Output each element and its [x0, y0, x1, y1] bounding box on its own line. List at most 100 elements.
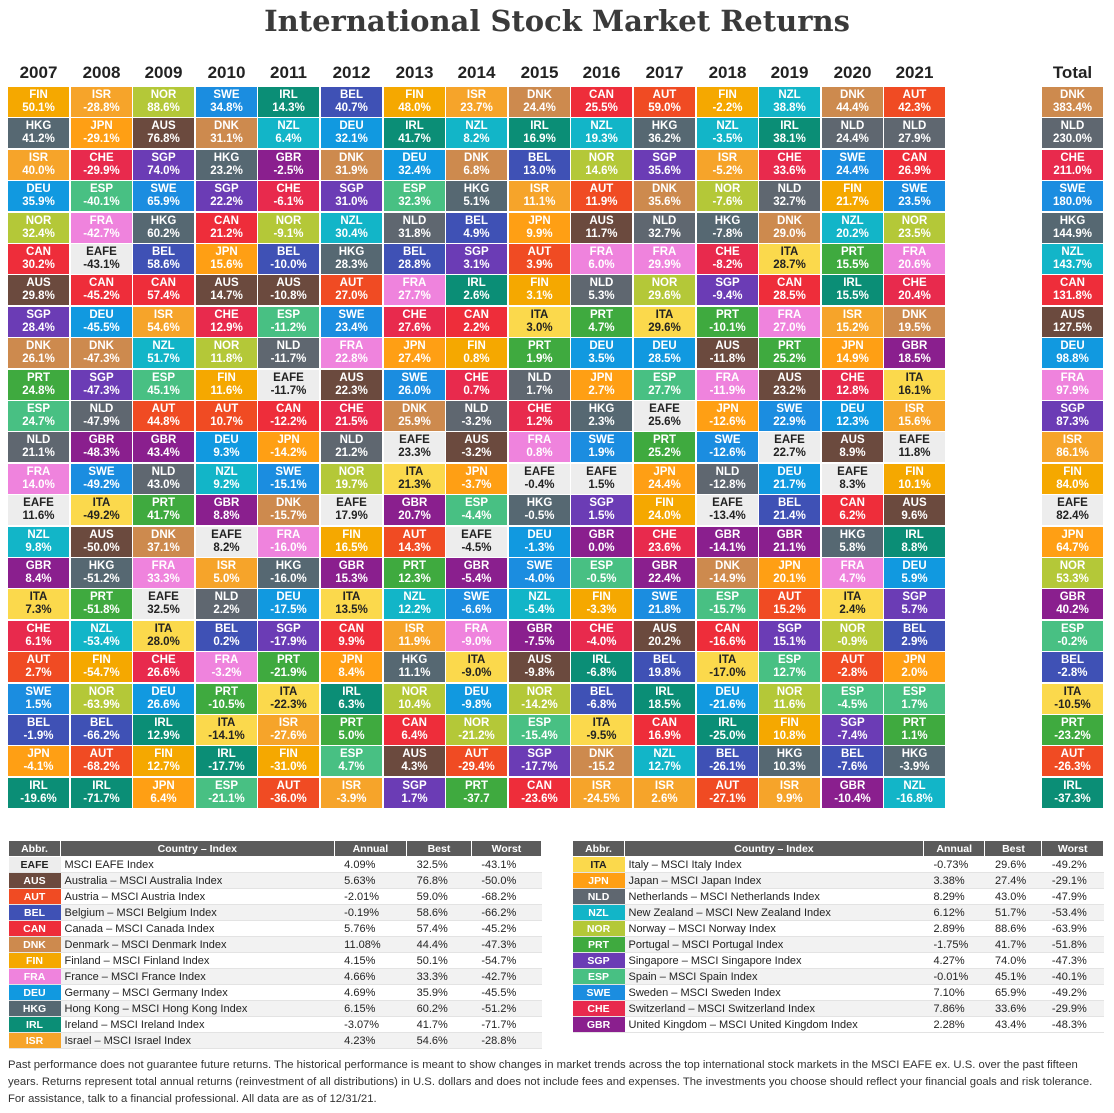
cell-value: 8.9%: [839, 447, 866, 459]
cell-abbr: NOR: [526, 686, 553, 698]
cell-abbr: SGP: [1060, 403, 1085, 415]
cell-abbr: GBR: [588, 529, 615, 541]
cell-2008-dnk: DNK -47.3%: [71, 338, 132, 368]
column-label-2013: 2013: [395, 63, 434, 82]
cell-2015-aus: AUS -9.8%: [509, 652, 570, 682]
cell-value: 22.4%: [648, 573, 681, 585]
cell-value: 5.1%: [463, 196, 490, 208]
cell-abbr: CHE: [151, 654, 176, 666]
cell-value: 6.3%: [338, 699, 365, 711]
cell-2017-nld: NLD 32.7%: [634, 213, 695, 243]
cell-value: 4.3%: [401, 761, 428, 773]
legend-worst: -45.2%: [471, 920, 542, 937]
column-label-2015: 2015: [520, 63, 559, 82]
cell-2012-isr: ISR -3.9%: [321, 778, 382, 808]
cell-2021-can: CAN 26.9%: [884, 150, 945, 180]
cell-abbr: CAN: [339, 623, 364, 635]
legend-header-annual: Annual: [333, 840, 408, 857]
cell-value: 19.7%: [335, 479, 368, 491]
column-label-2009: 2009: [144, 63, 183, 82]
cell-abbr: EAFE: [86, 246, 117, 258]
cell-value: 31.0%: [335, 196, 368, 208]
cell-2008-aut: AUT -68.2%: [71, 746, 132, 776]
cell-value: 10.3%: [773, 761, 806, 773]
cell-2010-irl: IRL -17.7%: [196, 746, 257, 776]
cell-2009-che: CHE 26.6%: [133, 652, 194, 682]
cell-value: 27.4%: [398, 353, 431, 365]
cell-2011-deu: DEU -17.5%: [258, 589, 319, 619]
cell-value: 32.3%: [398, 196, 431, 208]
cell-abbr: HKG: [651, 120, 678, 132]
cell-value: -4.5%: [837, 699, 868, 711]
cell-abbr: EAFE: [524, 466, 555, 478]
legend-worst: -45.5%: [471, 984, 542, 1001]
cell-value: 9.3%: [213, 447, 240, 459]
cell-2015-irl: IRL 16.9%: [509, 118, 570, 148]
cell-2021-che: CHE 20.4%: [884, 275, 945, 305]
cell-2014-dnk: DNK 6.8%: [446, 150, 507, 180]
cell-abbr: ESP: [527, 717, 551, 729]
cell-2014-swe: SWE -6.6%: [446, 589, 507, 619]
cell-value: -15.1%: [270, 479, 307, 491]
cell-value: -3.2%: [461, 447, 492, 459]
cell-value: -17.9%: [270, 636, 307, 648]
cell-abbr: DNK: [840, 89, 865, 101]
legend-annual: -3.07%: [334, 1016, 407, 1033]
cell-abbr: ITA: [843, 591, 862, 603]
cell-value: -0.2%: [1057, 636, 1088, 648]
cell-abbr: BEL: [653, 654, 676, 666]
legend-worst: -48.3%: [1041, 1016, 1104, 1033]
legend-annual: -1.75%: [923, 936, 985, 953]
cell-abbr: NZL: [277, 120, 300, 132]
legend-best: 88.6%: [984, 920, 1042, 937]
cell-2008-eafe: EAFE -43.1%: [71, 244, 132, 274]
cell-value: 14.7%: [210, 290, 243, 302]
cell-abbr: ESP: [589, 560, 613, 572]
legend-row-hkg: HKG Hong Kong – MSCI Hong Kong Index 6.15%…: [8, 1000, 542, 1017]
cell-2016-che: CHE -4.0%: [571, 621, 632, 651]
cell-abbr: SWE: [839, 152, 866, 164]
cell-2021-nzl: NZL -16.8%: [884, 778, 945, 808]
cell-total-eafe: EAFE 82.4%: [1042, 495, 1103, 525]
cell-2008-nor: NOR -63.9%: [71, 684, 132, 714]
cell-total-dnk: DNK 383.4%: [1042, 87, 1103, 117]
cell-value: 12.8%: [836, 385, 869, 397]
cell-2015-aut: AUT 3.9%: [509, 244, 570, 274]
cell-value: 14.3%: [272, 102, 305, 114]
cell-abbr: FRA: [151, 560, 176, 572]
legend-country: Sweden – MSCI Sweden Index: [624, 984, 924, 1001]
cell-abbr: PRT: [653, 434, 676, 446]
cell-2020-aut: AUT -2.8%: [822, 652, 883, 682]
cell-2019-aus: AUS 23.2%: [759, 370, 820, 400]
cell-value: 9.9%: [776, 793, 803, 805]
cell-2020-hkg: HKG 5.8%: [822, 527, 883, 557]
cell-value: 0.7%: [463, 385, 490, 397]
cell-value: -43.1%: [83, 259, 120, 271]
cell-2009-jpn: JPN 6.4%: [133, 778, 194, 808]
legend-worst: -49.2%: [1041, 856, 1104, 873]
cell-2014-prt: PRT -37.7: [446, 778, 507, 808]
cell-abbr: FRA: [1060, 372, 1085, 384]
legend-country: Norway – MSCI Norway Index: [624, 920, 924, 937]
cell-2019-bel: BEL 21.4%: [759, 495, 820, 525]
cell-abbr: NLD: [26, 434, 51, 446]
cell-value: 26.9%: [898, 165, 931, 177]
column-label-2014: 2014: [457, 63, 496, 82]
cell-value: -21.1%: [208, 793, 245, 805]
cell-abbr: NZL: [716, 120, 739, 132]
cell-abbr: DEU: [214, 434, 239, 446]
cell-abbr: FIN: [405, 89, 424, 101]
cell-2013-nor: NOR 10.4%: [384, 684, 445, 714]
cell-value: 25.9%: [398, 416, 431, 428]
cell-abbr: SWE: [651, 591, 678, 603]
cell-abbr: AUT: [902, 89, 927, 101]
cell-2009-fin: FIN 12.7%: [133, 746, 194, 776]
cell-2013-hkg: HKG 11.1%: [384, 652, 445, 682]
cell-abbr: CHE: [464, 372, 489, 384]
cell-2021-gbr: GBR 18.5%: [884, 338, 945, 368]
cell-abbr: AUS: [902, 497, 927, 509]
cell-value: -21.9%: [270, 667, 307, 679]
cell-2011-swe: SWE -15.1%: [258, 464, 319, 494]
legend-worst: -53.4%: [1041, 904, 1104, 921]
cell-value: -15.7%: [709, 604, 746, 616]
